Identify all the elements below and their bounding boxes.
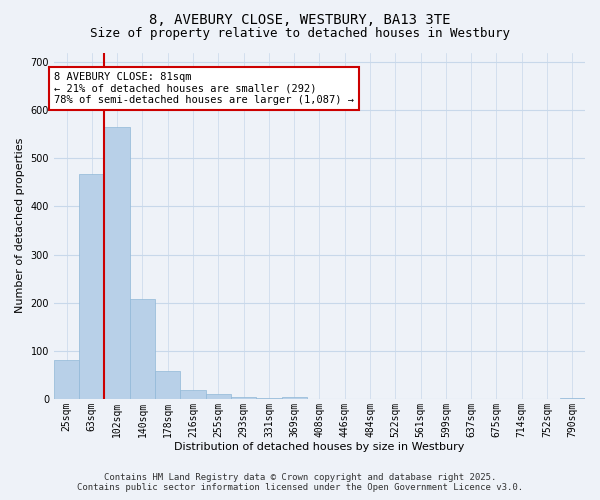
X-axis label: Distribution of detached houses by size in Westbury: Distribution of detached houses by size … xyxy=(174,442,464,452)
Bar xyxy=(560,398,585,399)
Bar xyxy=(104,127,130,399)
Bar xyxy=(54,360,79,399)
Bar xyxy=(130,299,155,399)
Bar xyxy=(79,174,104,399)
Text: Contains HM Land Registry data © Crown copyright and database right 2025.
Contai: Contains HM Land Registry data © Crown c… xyxy=(77,473,523,492)
Bar xyxy=(281,396,307,399)
Bar xyxy=(155,372,181,399)
Text: Size of property relative to detached houses in Westbury: Size of property relative to detached ho… xyxy=(90,28,510,40)
Bar xyxy=(206,394,231,399)
Text: 8, AVEBURY CLOSE, WESTBURY, BA13 3TE: 8, AVEBURY CLOSE, WESTBURY, BA13 3TE xyxy=(149,12,451,26)
Bar xyxy=(231,396,256,399)
Y-axis label: Number of detached properties: Number of detached properties xyxy=(15,138,25,314)
Bar xyxy=(256,398,281,399)
Text: 8 AVEBURY CLOSE: 81sqm
← 21% of detached houses are smaller (292)
78% of semi-de: 8 AVEBURY CLOSE: 81sqm ← 21% of detached… xyxy=(54,72,354,105)
Bar xyxy=(181,390,206,399)
